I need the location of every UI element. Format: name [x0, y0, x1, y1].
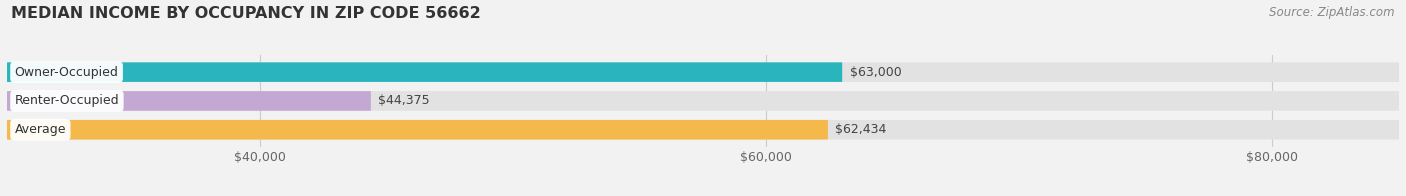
Text: Source: ZipAtlas.com: Source: ZipAtlas.com — [1270, 6, 1395, 19]
Text: $63,000: $63,000 — [849, 66, 901, 79]
Text: Average: Average — [14, 123, 66, 136]
Text: Renter-Occupied: Renter-Occupied — [14, 94, 120, 107]
FancyBboxPatch shape — [7, 62, 842, 82]
FancyBboxPatch shape — [7, 120, 828, 140]
Text: Owner-Occupied: Owner-Occupied — [14, 66, 118, 79]
FancyBboxPatch shape — [7, 91, 371, 111]
Text: MEDIAN INCOME BY OCCUPANCY IN ZIP CODE 56662: MEDIAN INCOME BY OCCUPANCY IN ZIP CODE 5… — [11, 6, 481, 21]
Text: $62,434: $62,434 — [835, 123, 887, 136]
FancyBboxPatch shape — [7, 120, 1399, 140]
Text: $44,375: $44,375 — [378, 94, 430, 107]
FancyBboxPatch shape — [7, 91, 1399, 111]
FancyBboxPatch shape — [7, 62, 1399, 82]
